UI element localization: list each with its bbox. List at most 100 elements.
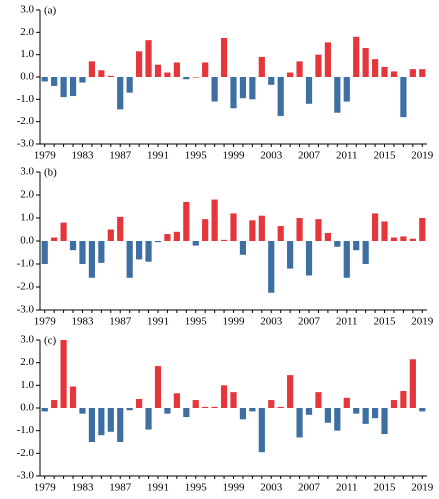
x-tick-label: 1999 — [223, 316, 246, 328]
bar — [305, 241, 313, 276]
bar — [362, 408, 369, 424]
bar — [136, 51, 143, 77]
bar — [79, 408, 86, 414]
bar — [136, 398, 143, 408]
bar — [145, 40, 152, 77]
bar — [60, 77, 67, 98]
x-tick-label: 1999 — [223, 482, 246, 494]
x-tick-label: 1991 — [147, 150, 169, 162]
bar — [239, 408, 247, 420]
bar — [51, 77, 58, 86]
panel-label: (b) — [44, 167, 57, 179]
bar — [305, 408, 313, 415]
y-tick-label: 2.0 — [20, 356, 34, 368]
bar — [334, 77, 341, 113]
bar — [381, 408, 388, 435]
bar — [381, 221, 388, 241]
bar — [126, 77, 133, 93]
bar — [305, 77, 313, 104]
bar — [192, 241, 199, 246]
bar — [390, 71, 398, 77]
bar — [192, 77, 199, 78]
bar — [230, 77, 237, 109]
bar — [334, 241, 341, 247]
bar — [98, 70, 105, 77]
x-tick-label: 2007 — [298, 482, 321, 494]
bar — [343, 77, 350, 102]
x-tick-label: 1999 — [223, 150, 246, 162]
bar — [41, 241, 48, 264]
bar — [183, 77, 190, 80]
x-tick-label: 1987 — [109, 150, 132, 162]
bar — [324, 42, 331, 77]
bar — [183, 408, 190, 418]
bar — [98, 408, 105, 436]
x-tick-label: 1979 — [34, 150, 57, 162]
bar — [239, 241, 247, 255]
bar — [287, 375, 294, 408]
bar — [409, 359, 416, 408]
y-tick-label: 0.0 — [20, 71, 34, 83]
bar — [268, 77, 275, 85]
bar — [154, 64, 162, 77]
bar — [249, 220, 256, 241]
bar — [409, 69, 416, 77]
bar — [88, 61, 96, 77]
bar — [381, 66, 388, 77]
panel-label: (c) — [44, 335, 57, 347]
x-tick-label: 1987 — [109, 482, 132, 494]
bar — [400, 77, 407, 118]
bar — [107, 408, 114, 432]
bar — [211, 77, 218, 102]
bar — [145, 408, 152, 430]
y-tick-label: 1.0 — [20, 212, 34, 224]
bar — [41, 77, 48, 82]
y-tick-label: 3.0 — [20, 4, 34, 16]
x-tick-label: 2007 — [298, 316, 321, 328]
y-tick-label: -2.0 — [17, 281, 35, 293]
bar — [60, 340, 67, 408]
y-tick-label: -2.0 — [17, 447, 35, 459]
bar — [239, 77, 247, 99]
bar — [353, 241, 360, 251]
y-tick-label: -3.0 — [17, 470, 35, 482]
bar — [41, 408, 48, 412]
bar — [277, 226, 284, 241]
x-tick-label: 2011 — [336, 482, 358, 494]
bar — [268, 400, 275, 408]
bar — [371, 59, 379, 77]
bar — [230, 392, 237, 408]
bar — [220, 37, 228, 77]
x-tick-label: 2015 — [374, 316, 397, 328]
bar — [117, 216, 124, 241]
bar — [249, 77, 256, 100]
bar — [324, 232, 331, 241]
bar — [353, 408, 360, 414]
x-tick-label: 2003 — [260, 150, 283, 162]
bar — [126, 241, 133, 278]
x-tick-label: 1983 — [71, 150, 94, 162]
x-tick-label: 2019 — [411, 482, 434, 494]
x-tick-label: 1995 — [185, 482, 208, 494]
y-tick-label: 1.0 — [20, 379, 34, 391]
bar — [173, 231, 180, 241]
x-tick-label: 1995 — [185, 150, 208, 162]
bar — [164, 234, 171, 241]
bar — [287, 72, 294, 77]
x-tick-label: 2011 — [336, 316, 358, 328]
bar — [117, 408, 124, 442]
bar — [51, 237, 58, 241]
bar — [324, 408, 331, 423]
y-tick-label: 1.0 — [20, 48, 34, 60]
bar — [192, 400, 199, 408]
bar — [230, 213, 237, 241]
y-tick-label: 3.0 — [20, 166, 34, 178]
bar — [343, 397, 350, 408]
bar — [69, 241, 77, 251]
x-tick-label: 2003 — [260, 482, 283, 494]
y-tick-label: -1.0 — [17, 424, 35, 436]
bar — [315, 219, 322, 241]
bar — [277, 406, 284, 408]
panel-label: (a) — [44, 5, 57, 17]
bar — [315, 54, 322, 77]
